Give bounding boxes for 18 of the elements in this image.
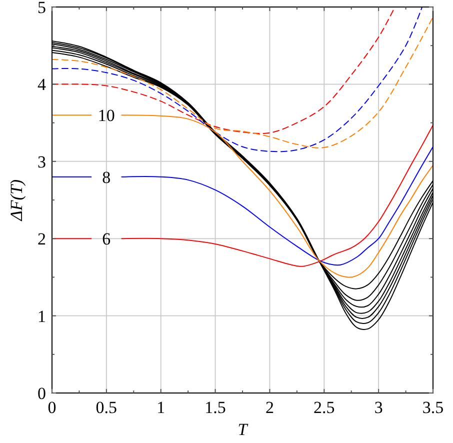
x-tick-label: 2.5: [314, 398, 335, 417]
y-tick-label: 5: [38, 0, 46, 17]
y-axis-title: ΔF(T): [7, 179, 26, 222]
x-tick-label: 1: [156, 398, 166, 417]
x-tick-label: 0.5: [96, 398, 118, 417]
x-tick-label: 3.5: [422, 398, 444, 417]
series-label: 10: [98, 106, 115, 126]
x-tick-label: 2: [265, 398, 274, 417]
x-tick-label: 1.5: [204, 398, 226, 417]
series-label: 8: [102, 168, 111, 187]
y-tick-label: 4: [38, 75, 46, 94]
x-axis-title: T: [238, 420, 249, 439]
y-tick-label: 1: [38, 306, 46, 326]
x-tick-label: 3: [374, 398, 383, 417]
y-tick-label: 3: [38, 152, 46, 172]
series-label: 6: [102, 230, 111, 249]
y-tick-label: 0: [38, 384, 46, 403]
y-tick-label: 2: [38, 230, 46, 249]
